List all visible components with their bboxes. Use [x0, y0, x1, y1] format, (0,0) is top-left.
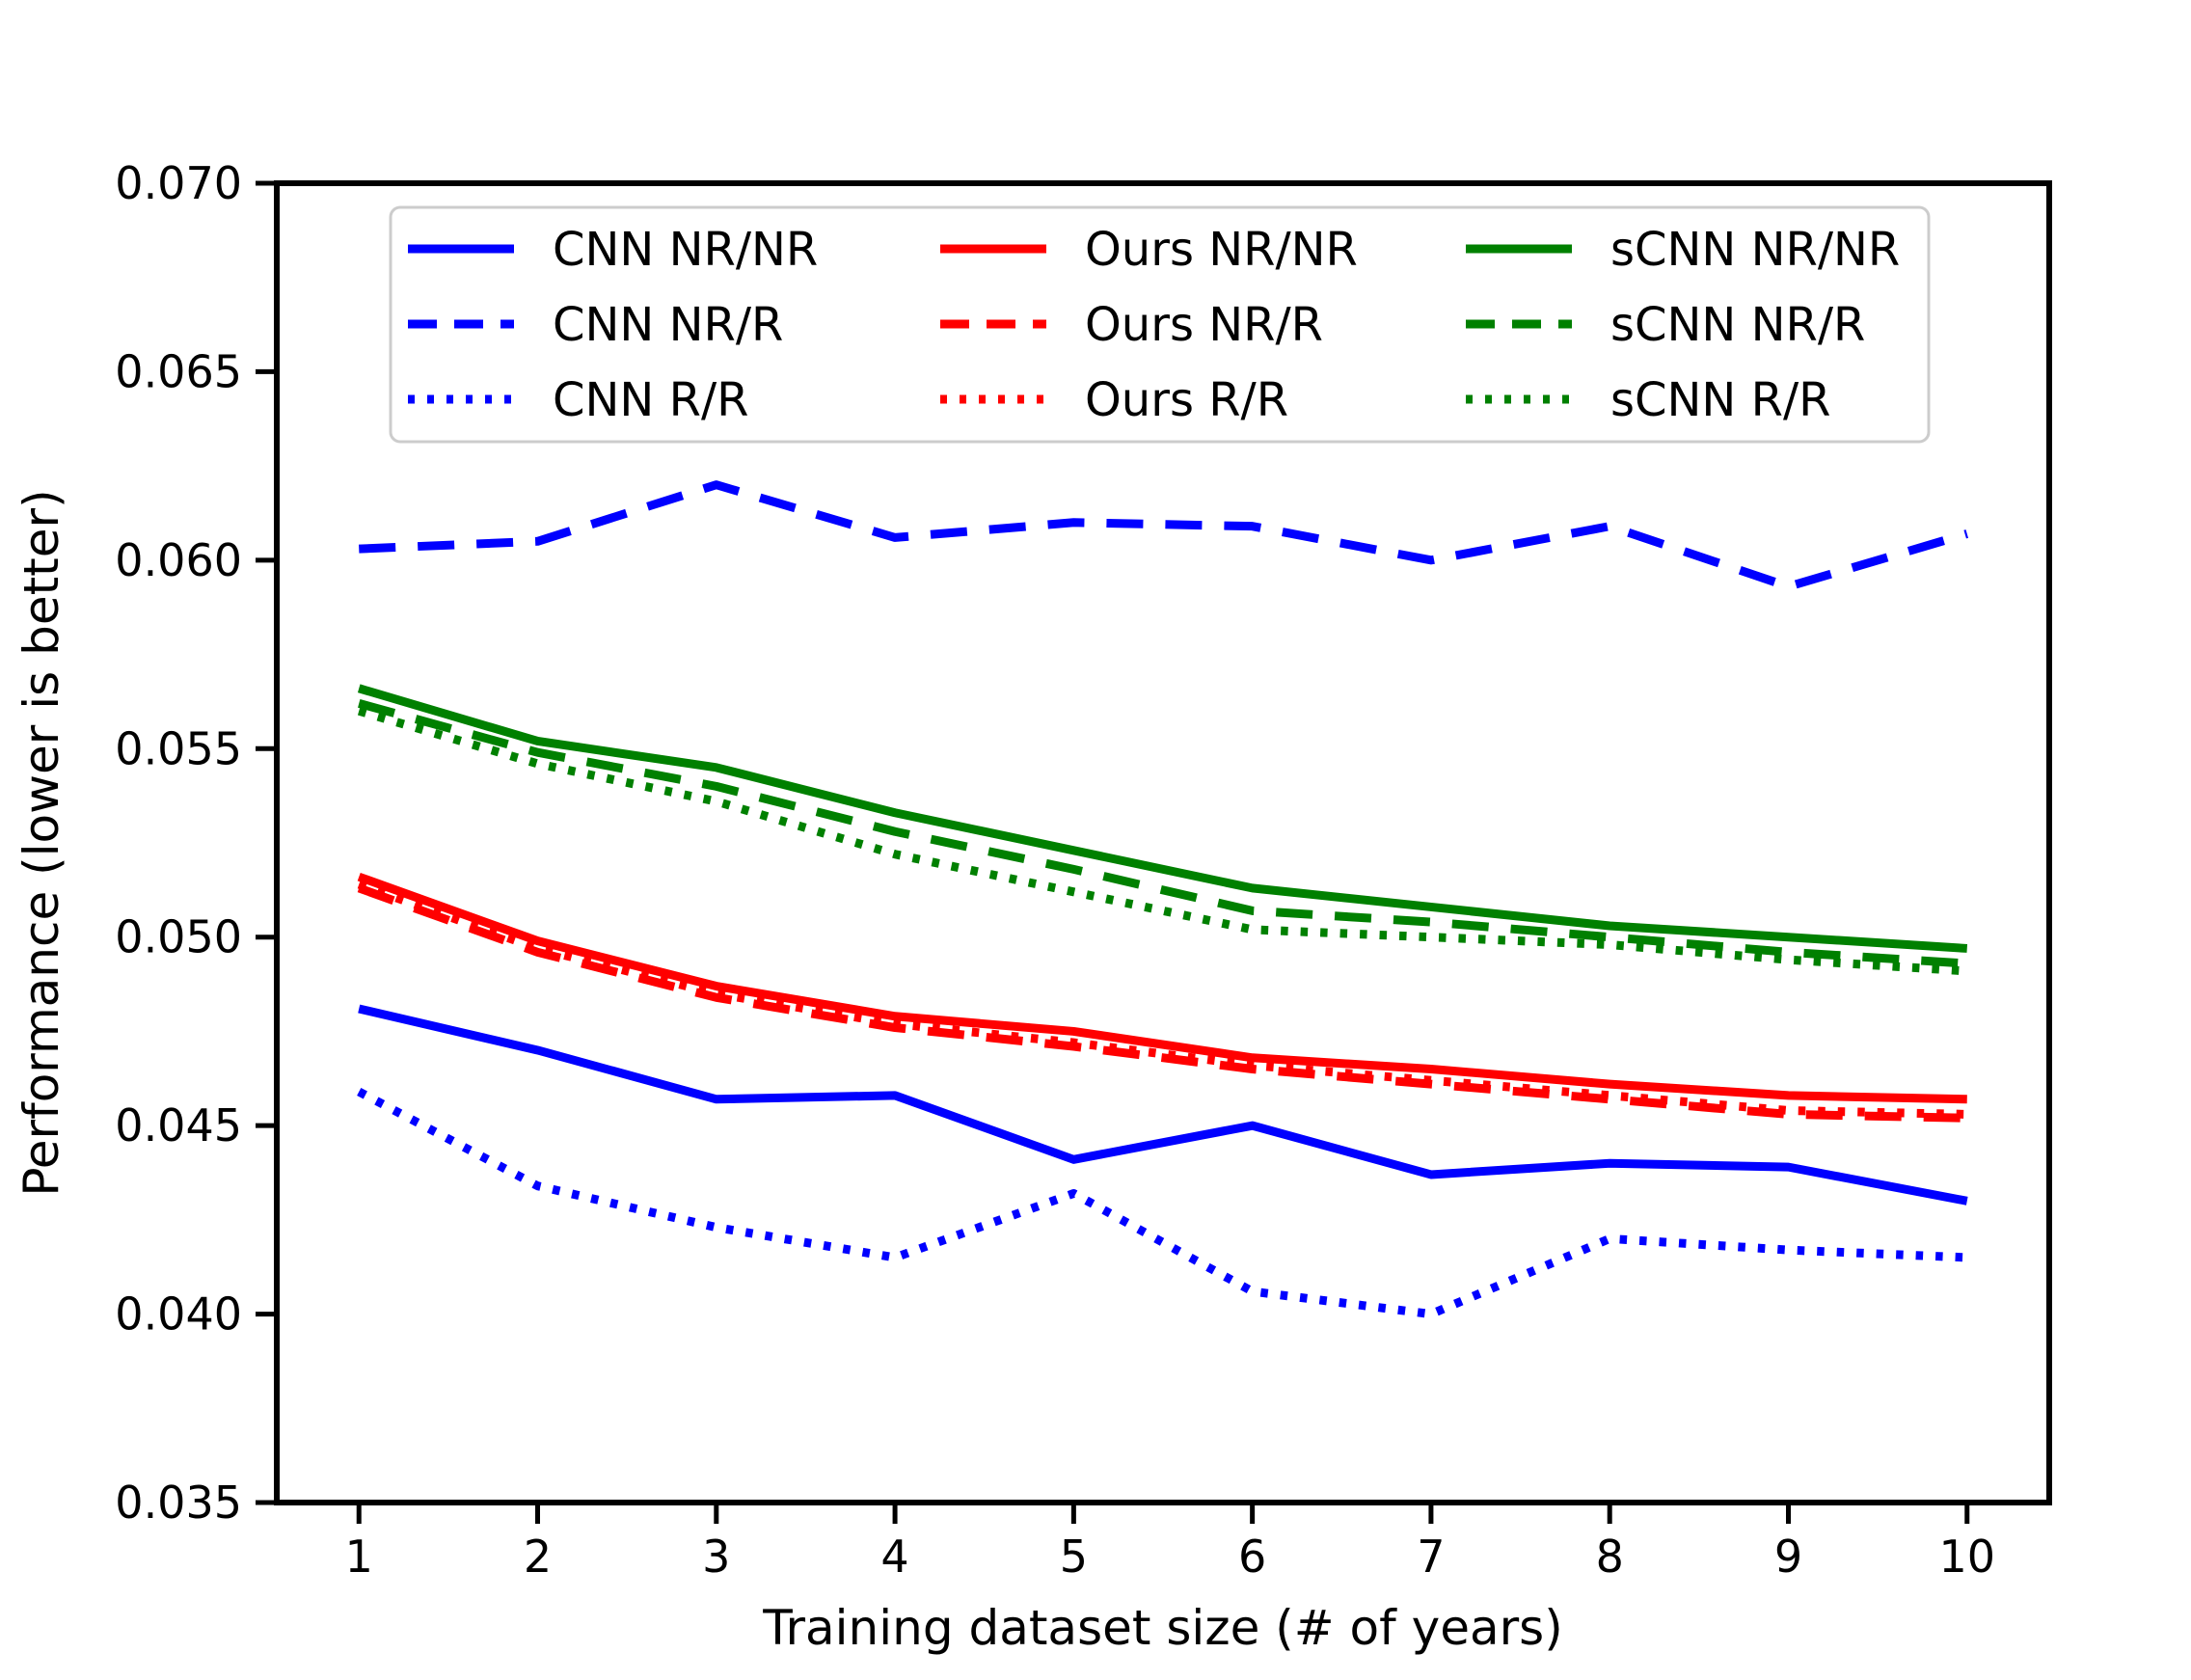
legend-entry: Ours NR/NR	[940, 223, 1358, 277]
legend-label: CNN R/R	[553, 373, 748, 427]
legend-label: CNN NR/R	[553, 298, 783, 352]
legend-entry: CNN NR/NR	[408, 223, 818, 277]
y-tick-label: 0.070	[115, 157, 242, 209]
y-tick-label: 0.045	[115, 1099, 242, 1152]
x-axis-ticks: 1 2 3 4 5 6 7 8 9 10	[345, 1503, 1995, 1583]
legend-entry: CNN R/R	[408, 373, 748, 427]
y-axis-ticks: 0.035 0.040 0.045 0.050 0.055 0.060 0.065 0.070	[115, 157, 277, 1529]
y-tick-label: 0.050	[115, 911, 242, 963]
legend-label: sCNN NR/R	[1610, 298, 1865, 352]
axes-spines	[274, 180, 2052, 1505]
series-line-scnn-nr-r	[358, 699, 1968, 968]
x-tick-label: 10	[1938, 1531, 1995, 1583]
y-tick-label: 0.035	[115, 1477, 242, 1529]
legend-label: sCNN NR/NR	[1610, 223, 1900, 277]
series-line-scnn-r-r	[357, 706, 1968, 976]
x-tick-label: 9	[1774, 1531, 1802, 1583]
x-tick-label: 5	[1060, 1531, 1088, 1583]
legend-label: Ours R/R	[1085, 373, 1288, 427]
y-tick-label: 0.060	[115, 534, 242, 586]
legend: CNN NR/NR CNN NR/R CNN R/R Ours NR/NR Ours N…	[389, 205, 1931, 444]
series-line-cnn-nr-r	[359, 480, 1969, 591]
legend-label: Ours NR/R	[1085, 298, 1323, 352]
x-tick-label: 8	[1596, 1531, 1624, 1583]
series-line-scnn-nr-nr	[357, 684, 1968, 953]
x-tick-label: 7	[1417, 1531, 1445, 1583]
legend-entry: CNN NR/R	[408, 298, 783, 352]
series-line-cnn-r-r	[357, 1087, 1967, 1319]
legend-entry: sCNN NR/NR	[1466, 223, 1900, 277]
x-tick-label: 2	[524, 1531, 552, 1583]
y-tick-label: 0.040	[115, 1288, 242, 1341]
x-tick-label: 4	[880, 1531, 908, 1583]
legend-entry: Ours NR/R	[940, 298, 1323, 352]
y-tick-label: 0.065	[115, 345, 242, 397]
x-tick-label: 3	[702, 1531, 730, 1583]
x-axis-label: Training dataset size (# of years)	[762, 1600, 1562, 1656]
series-line-ours-nr-r	[357, 883, 1967, 1123]
series-group	[357, 480, 1969, 1319]
legend-entry: sCNN NR/R	[1466, 298, 1865, 352]
legend-box	[389, 205, 1931, 444]
series-line-ours-r-r	[357, 880, 1967, 1119]
x-tick-label: 1	[345, 1531, 373, 1583]
series-line-cnn-nr-nr	[358, 1004, 1968, 1206]
legend-label: sCNN R/R	[1610, 373, 1830, 427]
series-line-ours-nr-nr	[357, 872, 1967, 1104]
y-tick-label: 0.055	[115, 722, 242, 774]
legend-entry: sCNN R/R	[1466, 373, 1830, 427]
x-tick-label: 6	[1238, 1531, 1266, 1583]
legend-label: CNN NR/NR	[553, 223, 818, 277]
legend-entry: Ours R/R	[940, 373, 1288, 427]
y-axis-label: Performance (lower is better)	[14, 489, 69, 1196]
legend-label: Ours NR/NR	[1085, 223, 1358, 277]
